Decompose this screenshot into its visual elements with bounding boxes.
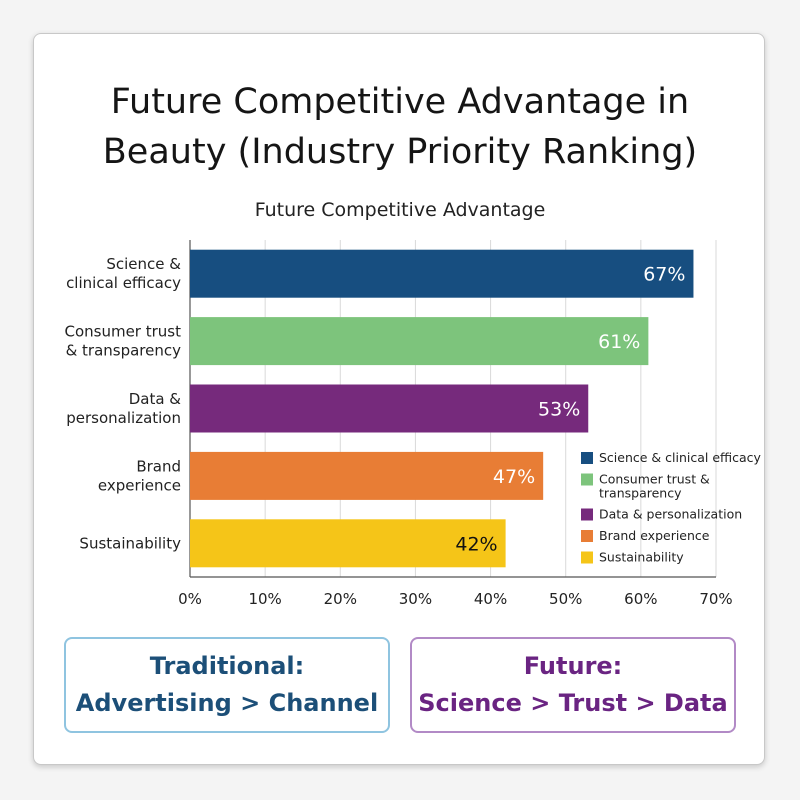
page-title-text: Future Competitive Advantage in Beauty (… <box>102 82 698 172</box>
page-title: Future Competitive Advantage in Beauty (… <box>0 77 800 177</box>
y-tick-label: & transparency <box>66 342 182 360</box>
x-tick-label: 40% <box>474 590 507 608</box>
bar <box>190 384 589 433</box>
legend-swatch <box>581 551 593 564</box>
y-tick-label: clinical efficacy <box>66 274 181 292</box>
data-label: 47% <box>493 466 535 488</box>
traditional-box: Traditional: Advertising > Channel <box>64 637 390 733</box>
legend-label: Sustainability <box>599 550 684 565</box>
y-tick-label: Brand <box>136 457 181 475</box>
bar <box>190 317 649 366</box>
x-tick-label: 70% <box>699 590 732 608</box>
y-tick-label: Consumer trust <box>64 323 181 341</box>
legend-label: Brand experience <box>599 528 710 543</box>
legend-swatch <box>581 473 593 486</box>
data-label: 61% <box>598 331 640 353</box>
x-tick-label: 20% <box>324 590 357 608</box>
data-label: 67% <box>643 264 685 286</box>
x-tick-label: 0% <box>178 590 202 608</box>
future-box: Future: Science > Trust > Data <box>410 637 736 733</box>
chart-title: Future Competitive Advantage <box>255 199 546 221</box>
bar <box>190 249 694 298</box>
legend-swatch <box>581 508 593 521</box>
legend-swatch <box>581 452 593 464</box>
y-tick-label: Science & <box>106 255 181 273</box>
bar <box>190 519 506 568</box>
x-tick-label: 60% <box>624 590 657 608</box>
x-tick-label: 30% <box>399 590 432 608</box>
y-tick-label: experience <box>98 476 181 494</box>
legend-swatch <box>581 530 593 542</box>
bar <box>190 451 544 500</box>
x-tick-label: 50% <box>549 590 582 608</box>
future-text: Science > Trust > Data <box>418 689 728 717</box>
legend-label: Consumer trust & <box>599 472 710 487</box>
traditional-heading: Traditional: <box>149 652 305 680</box>
traditional-text: Advertising > Channel <box>75 689 379 717</box>
y-tick-label: Data & <box>129 390 182 408</box>
y-tick-label: personalization <box>66 409 181 427</box>
data-label: 42% <box>455 533 497 555</box>
y-tick-label: Sustainability <box>79 534 181 552</box>
legend-label: transparency <box>599 486 682 501</box>
data-label: 53% <box>538 399 580 421</box>
legend-label: Data & personalization <box>599 507 742 522</box>
x-tick-label: 10% <box>248 590 281 608</box>
legend-label: Science & clinical efficacy <box>599 450 762 465</box>
future-heading: Future: <box>523 652 623 680</box>
